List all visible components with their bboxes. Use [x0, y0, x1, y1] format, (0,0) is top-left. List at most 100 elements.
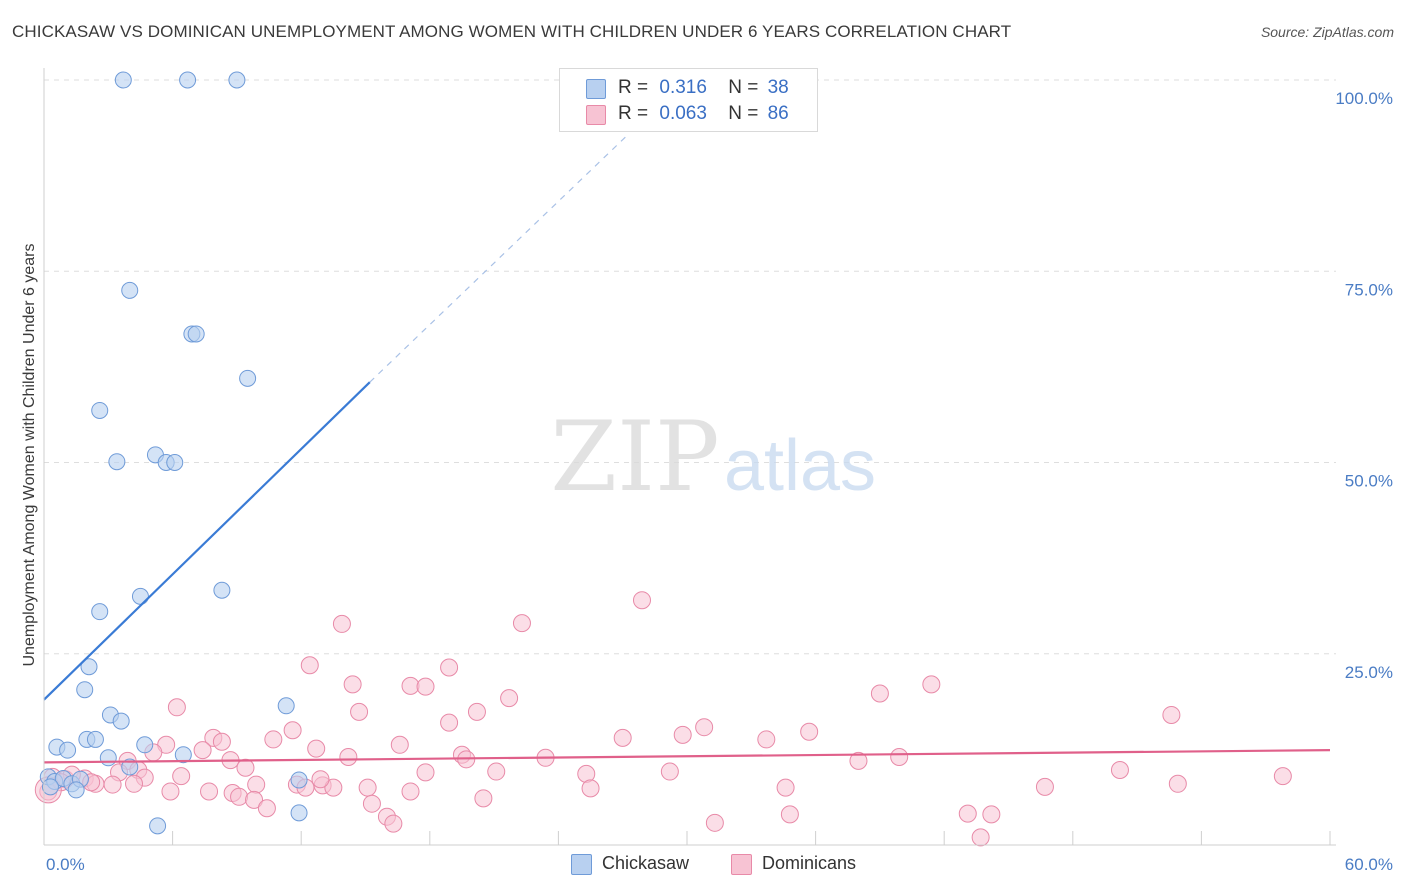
dominican-point — [958, 804, 977, 823]
dominican-point — [200, 782, 219, 801]
dominican-point — [800, 722, 819, 741]
watermark-zip: ZIP — [550, 401, 719, 513]
legend-n-value: 86 — [767, 103, 789, 124]
dominican-point — [311, 770, 330, 789]
legend-n-label: N = — [728, 77, 759, 98]
dominican-point — [440, 658, 459, 677]
dominican-point — [350, 702, 369, 721]
dominican-point — [757, 730, 776, 749]
chickasaw-point — [76, 681, 94, 699]
chickasaw-point — [59, 741, 77, 759]
dominican-point — [230, 787, 249, 806]
y-tick-label: 100.0% — [1335, 89, 1393, 108]
x-tick-label: 60.0% — [1345, 855, 1393, 874]
dominican-point — [401, 676, 420, 695]
chickasaw-point — [91, 603, 109, 621]
dominican-point — [358, 778, 377, 797]
bottom-legend-label: Chickasaw — [602, 853, 690, 873]
dominican-point — [236, 758, 255, 777]
legend-n-label: N = — [728, 103, 759, 124]
dominican-point — [384, 814, 403, 833]
correlation-legend: R = 0.316 N = 38 R = 0.063 N = 86 — [559, 68, 818, 132]
dominican-point — [500, 689, 519, 708]
chickasaw-swatch — [586, 79, 606, 99]
dominican-point — [167, 698, 186, 717]
dominican-point — [416, 677, 435, 696]
chickasaw-point — [149, 817, 167, 835]
chickasaw-trend-extension — [369, 133, 630, 383]
chickasaw-trend-line — [43, 381, 371, 701]
chickasaw-point — [121, 758, 139, 776]
chickasaw-point — [86, 730, 104, 748]
chickasaw-point — [112, 712, 130, 730]
dominican-point — [474, 789, 493, 808]
dominican-point — [283, 721, 302, 740]
chickasaw-point — [290, 804, 308, 822]
dominican-point — [982, 805, 1001, 824]
dominican-point — [401, 782, 420, 801]
dominican-point — [695, 718, 714, 737]
dominican-swatch — [586, 105, 606, 125]
dominican-point — [172, 767, 191, 786]
dominican-point — [776, 778, 795, 797]
dominican-point — [673, 725, 692, 744]
dominican-point — [247, 775, 266, 794]
dominican-point — [780, 805, 799, 824]
dominican-point — [300, 656, 319, 675]
legend-r-value: 0.316 — [659, 77, 707, 98]
dominican-point — [467, 702, 486, 721]
dominican-point — [971, 828, 990, 847]
dominican-point — [161, 782, 180, 801]
dominican-point — [212, 732, 231, 751]
chickasaw-point — [228, 71, 246, 89]
chickasaw-point — [239, 369, 257, 387]
dominican-point — [339, 748, 358, 767]
chickasaw-point — [174, 746, 192, 764]
chart-source: Source: ZipAtlas.com — [1260, 24, 1394, 40]
y-tick-label: 75.0% — [1345, 280, 1393, 299]
chickasaw-point — [187, 325, 205, 343]
dominican-point — [581, 779, 600, 798]
dominican-point — [613, 728, 632, 747]
dominican-point — [245, 790, 264, 809]
dominican-point — [416, 763, 435, 782]
watermark-atlas: atlas — [724, 426, 876, 506]
y-tick-label: 50.0% — [1345, 472, 1393, 491]
chickasaw-point — [213, 581, 231, 599]
dominican-point — [632, 591, 651, 610]
dominican-point — [307, 739, 326, 758]
chickasaw-point — [136, 736, 154, 754]
chickasaw-point — [108, 453, 126, 471]
chickasaw-point — [67, 781, 85, 799]
legend-r-label: R = — [618, 103, 649, 124]
chickasaw-point — [131, 587, 149, 605]
chickasaw-point — [277, 697, 295, 715]
dominican-point — [1273, 767, 1292, 786]
dominican-point — [660, 762, 679, 781]
dominican-point — [264, 730, 283, 749]
dominican-point — [343, 675, 362, 694]
dominican-point — [103, 775, 122, 794]
dominican-point — [1035, 777, 1054, 796]
chart-title: CHICKASAW VS DOMINICAN UNEMPLOYMENT AMON… — [12, 22, 1012, 41]
chickasaw-point — [179, 71, 197, 89]
chickasaw-point — [91, 401, 109, 419]
dominican-point — [890, 748, 909, 767]
dominican-point — [390, 735, 409, 754]
dominican-point — [257, 799, 276, 818]
chickasaw-point — [166, 454, 184, 471]
dominican-point — [362, 794, 381, 813]
legend-r-label: R = — [618, 77, 649, 98]
dominican-point — [1168, 774, 1187, 793]
dominican-point — [487, 762, 506, 781]
dominican-point — [1110, 761, 1129, 780]
chickasaw-point — [41, 778, 59, 796]
dominican-point — [512, 614, 531, 633]
chickasaw-point — [80, 658, 98, 676]
chickasaw-point — [99, 749, 117, 767]
legend-n-value: 38 — [767, 77, 789, 98]
bottom-legend-label: Dominicans — [762, 853, 857, 873]
chickasaw-point — [114, 71, 132, 89]
y-axis-label: Unemployment Among Women with Children U… — [21, 243, 38, 666]
